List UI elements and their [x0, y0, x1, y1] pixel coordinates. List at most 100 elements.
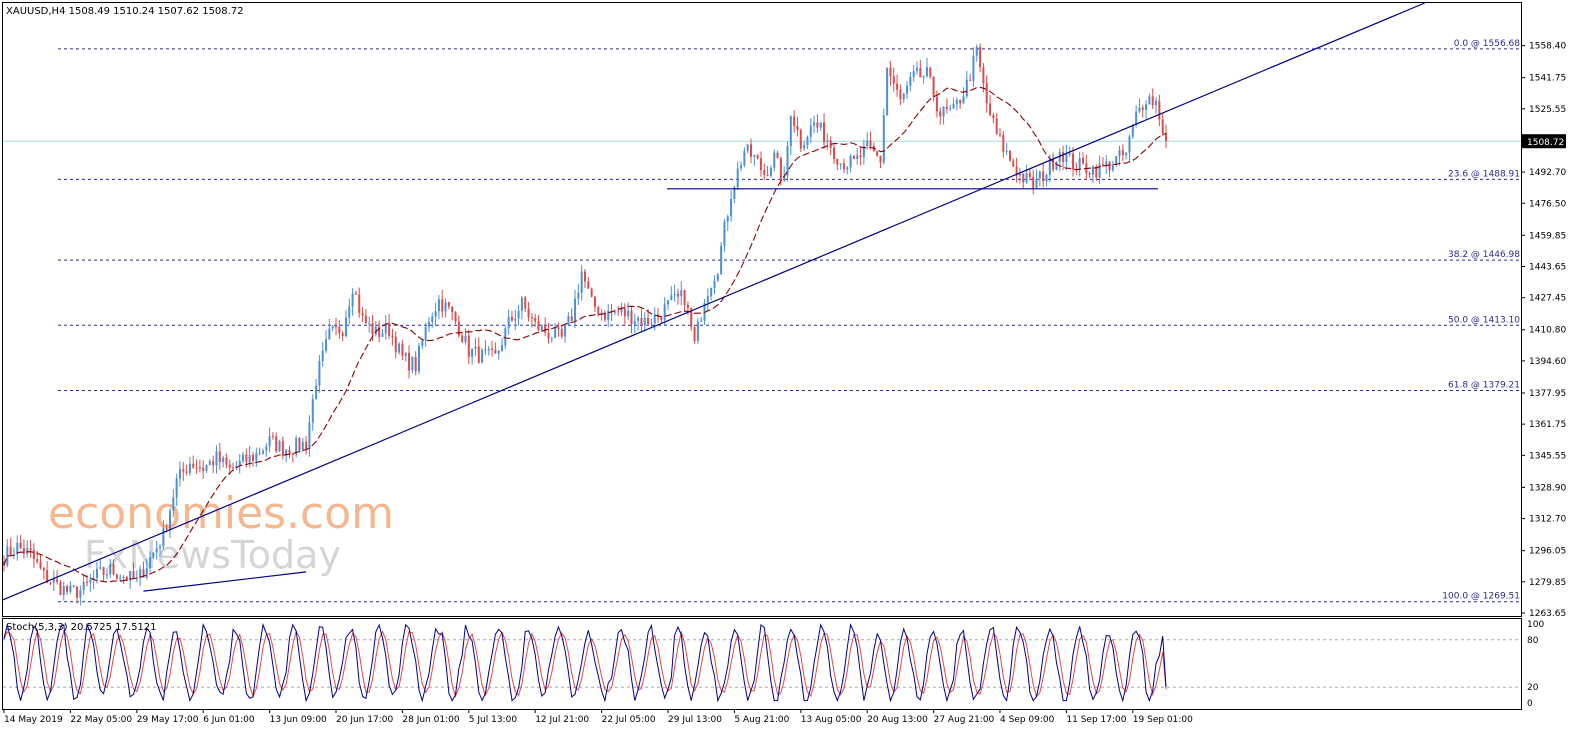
candle-body	[733, 187, 736, 200]
symbol-header: XAUUSD,H4 1508.49 1510.24 1507.62 1508.7…	[6, 6, 244, 17]
candle-body	[271, 435, 274, 437]
candle-body	[1118, 150, 1121, 157]
y-tick-label: 1443.65	[1529, 262, 1566, 272]
candle-body	[3, 561, 5, 566]
candle-body	[335, 326, 337, 328]
candle-body	[351, 293, 354, 307]
candle-body	[481, 349, 484, 363]
candle-body	[122, 576, 125, 578]
y-tick-label: 1377.95	[1529, 389, 1566, 399]
candle-body	[992, 115, 995, 119]
candle-body	[750, 144, 752, 157]
candle-body	[799, 129, 802, 149]
candle-body	[972, 55, 975, 81]
candle-body	[756, 155, 759, 159]
candle-body	[713, 280, 716, 289]
candle-body	[125, 576, 128, 581]
candle-body	[175, 478, 178, 498]
candle-body	[388, 323, 391, 336]
trendline[interactable]	[143, 571, 307, 592]
candle-body	[570, 316, 573, 322]
trendline[interactable]	[2, 2, 1425, 601]
candle-body	[467, 335, 470, 357]
candle-body	[793, 116, 796, 126]
candle-body	[982, 67, 985, 84]
candle-body	[464, 335, 467, 342]
candle-body	[544, 325, 547, 333]
y-tick-label: 1558.40	[1529, 42, 1566, 52]
candle-body	[59, 581, 62, 596]
candle-body	[86, 581, 88, 583]
candle-body	[1028, 173, 1031, 177]
candle-body	[1135, 111, 1138, 125]
candle-body	[1125, 152, 1128, 156]
candle-body	[62, 586, 65, 596]
candle-body	[301, 441, 304, 451]
candle-body	[152, 552, 155, 558]
candle-body	[311, 398, 314, 423]
candle-body	[633, 320, 636, 325]
stoch-tick-label: 20	[1527, 683, 1539, 693]
candle-body	[95, 568, 98, 578]
candle-body	[630, 310, 633, 325]
candle-body	[866, 140, 869, 147]
y-tick-label: 1279.85	[1529, 578, 1566, 588]
candle-body	[952, 103, 955, 109]
current-price-box	[1522, 134, 1566, 149]
stoch-tick-label: 80	[1527, 636, 1539, 646]
candle-body	[325, 339, 328, 351]
fib-level-label: 0.0 @ 1556.68	[1454, 39, 1521, 49]
candle-body	[1121, 150, 1124, 156]
candle-body	[185, 471, 188, 473]
candle-body	[268, 435, 271, 447]
candle-body	[99, 567, 102, 569]
candle-body	[1022, 173, 1025, 183]
candle-body	[759, 158, 762, 171]
candle-body	[208, 461, 211, 465]
candle-body	[1032, 176, 1035, 188]
candle-body	[331, 326, 334, 329]
candle-body	[321, 350, 324, 362]
candle-body	[786, 146, 789, 176]
x-tick-label: 6 Jun 01:00	[203, 715, 255, 725]
candle-body	[212, 461, 215, 466]
candle-body	[836, 158, 839, 165]
candle-body	[501, 345, 503, 351]
candle-body	[1161, 119, 1164, 134]
candle-body	[202, 467, 205, 471]
candle-body	[261, 450, 264, 454]
candle-body	[1048, 158, 1051, 175]
candle-body	[517, 310, 520, 319]
candle-body	[414, 357, 417, 372]
candle-body	[275, 436, 278, 452]
candle-body	[165, 528, 168, 530]
candle-body	[510, 316, 513, 321]
candle-body	[1105, 161, 1108, 167]
candle-body	[135, 577, 138, 580]
candle-body	[454, 312, 457, 322]
candle-body	[773, 152, 776, 168]
candle-body	[690, 308, 693, 327]
candle-body	[663, 304, 666, 320]
candle-body	[162, 528, 165, 547]
y-tick-label: 1492.70	[1529, 168, 1566, 178]
candle-body	[730, 199, 733, 217]
x-tick-label: 4 Sep 09:00	[1000, 715, 1055, 725]
candle-body	[949, 108, 952, 110]
candle-body	[620, 308, 623, 312]
candle-body	[520, 297, 523, 311]
x-tick-label: 29 May 17:00	[137, 715, 199, 725]
candle-body	[617, 311, 620, 313]
candle-body	[1148, 96, 1151, 105]
candle-body	[155, 548, 158, 553]
candle-body	[537, 321, 540, 331]
candle-body	[457, 321, 460, 336]
candle-body	[32, 550, 35, 560]
candle-body	[564, 324, 567, 337]
candle-body	[640, 318, 643, 326]
y-tick-label: 1345.55	[1529, 451, 1566, 461]
candle-body	[524, 297, 527, 309]
candle-body	[471, 348, 474, 357]
candle-body	[590, 288, 593, 297]
